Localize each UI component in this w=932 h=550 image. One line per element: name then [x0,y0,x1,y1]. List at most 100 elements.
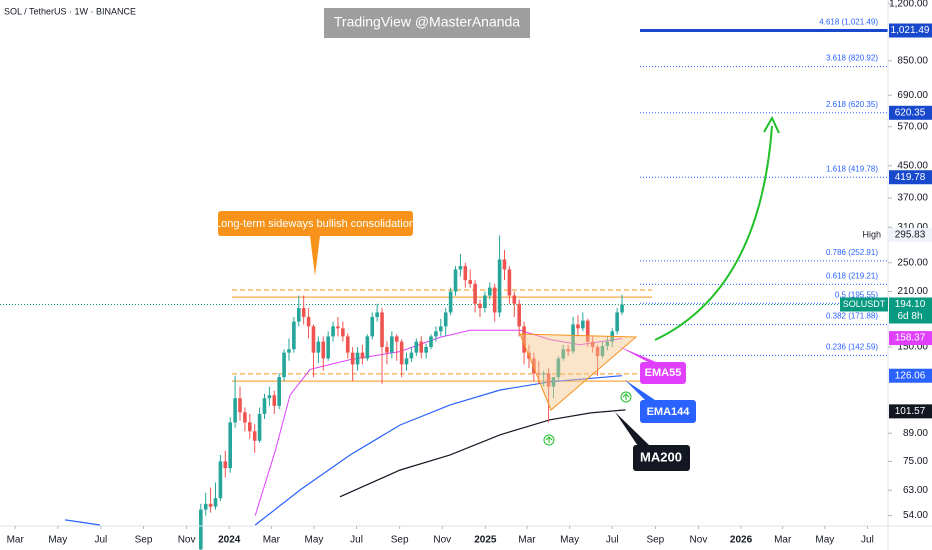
arrow-head [763,115,780,134]
y-tick-label: 63.00 [903,485,928,496]
candle-body [536,373,541,375]
candle-body [341,328,345,337]
x-tick-label: Nov [690,535,708,546]
candle-body [424,347,428,353]
callout-label: EMA144 [647,406,691,418]
candle-body [443,312,448,327]
x-tick-label: Mar [774,535,792,546]
candle-body [546,373,551,387]
candle-body [551,377,556,387]
candle-body [292,321,296,350]
callout-box [640,400,696,423]
y-tick-label: 570.00 [897,121,928,132]
y-tick-label: 210.00 [897,286,928,297]
x-tick-label: Jul [350,535,363,546]
annotation: Long-term sideways bullish consolidation [215,218,415,230]
chart-title: SOL / TetherUS · 1W · BINANCE [4,6,136,16]
fib-label: 0.236 (142.59) [826,342,878,351]
x-tick-label: Sep [391,535,409,546]
high-badge [889,227,932,242]
candle-body [218,461,223,499]
x-tick-label: Mar [263,535,281,546]
candle-body [252,431,257,441]
fib-label: 0.786 (252.91) [826,248,878,257]
candle-body [512,295,517,304]
candle-body [541,373,546,375]
candle-body [228,422,233,469]
callout-pointer [625,380,655,400]
y-tick-label: 690.00 [897,90,928,101]
candle-body [311,326,316,353]
candle-body [306,316,311,327]
candle-body [213,498,218,507]
price-badge [889,23,932,38]
y-tick-label: 450.00 [897,160,928,171]
candle-body [419,341,424,353]
candle-body [375,312,379,317]
price-badge [889,105,932,120]
candle-body [257,413,262,441]
price-badge-label: 620.35 [895,107,926,118]
candle-body [414,341,419,353]
fib-label: 3.618 (820.92) [826,54,878,63]
price-badge-label: 126.06 [895,370,926,381]
projection-arrow [654,125,773,341]
fib-label: 0.382 (171.88) [826,312,878,321]
x-tick-label: May [305,535,324,546]
candle-body [478,303,482,309]
candle-body [600,345,605,357]
candle-body [595,347,600,357]
price-badge-label: 1,021.49 [891,25,930,36]
x-tick-label: 2025 [474,535,497,546]
candle-body [439,326,443,332]
candle-body [561,349,566,359]
callout-box [640,362,686,384]
candle-body [502,259,507,270]
callout-pointer [618,346,656,362]
x-tick-label: Sep [135,535,153,546]
candle-body [233,398,237,423]
x-tick-label: 2026 [730,535,753,546]
candle-body [458,266,463,270]
annotation-box [218,211,413,236]
candle-body [390,336,394,353]
candle-body [468,280,473,284]
candle-body [223,461,228,469]
candle-body [365,336,370,359]
fib-label: 1.618 (419.78) [826,164,878,173]
fib-label: 0.618 (219.21) [826,272,878,281]
candle-body [448,291,453,313]
candle-body [243,412,247,423]
candle-body [571,324,575,352]
candle-body [238,398,242,413]
candle-body [620,304,624,313]
candle-body [331,326,335,337]
candle-body [409,352,414,359]
candle-body [262,398,267,414]
candle-body [590,341,595,348]
x-tick-label: Jul [861,535,874,546]
candle-body [370,316,375,337]
x-tick-label: Nov [178,535,196,546]
candle-body [326,336,330,359]
price-badge-label: 158.37 [895,333,926,344]
candle-body [277,377,281,406]
candle-body [247,422,252,432]
last-price-label: 194.10 [895,299,926,310]
watermark-box [324,8,530,38]
y-tick-label: 1,200.00 [889,0,928,10]
candle-body [296,308,301,322]
candle-body [345,336,350,353]
price-badge-label: 101.57 [895,406,926,417]
callout-label: MA200 [640,449,682,464]
candle-body [556,358,561,378]
candle-body [581,320,585,329]
candle-body [336,326,340,329]
candle-body [321,341,326,359]
y-tick-label: 850.00 [897,55,928,66]
ma-line [254,329,623,516]
fib-label: 0.5 (195.55) [835,290,878,299]
plot-area: 4.618 (1,021.49) 3.618 (820.92) 2.618 (620… [0,18,888,550]
callout-label: EMA55 [645,367,682,379]
price-badge [889,404,932,419]
